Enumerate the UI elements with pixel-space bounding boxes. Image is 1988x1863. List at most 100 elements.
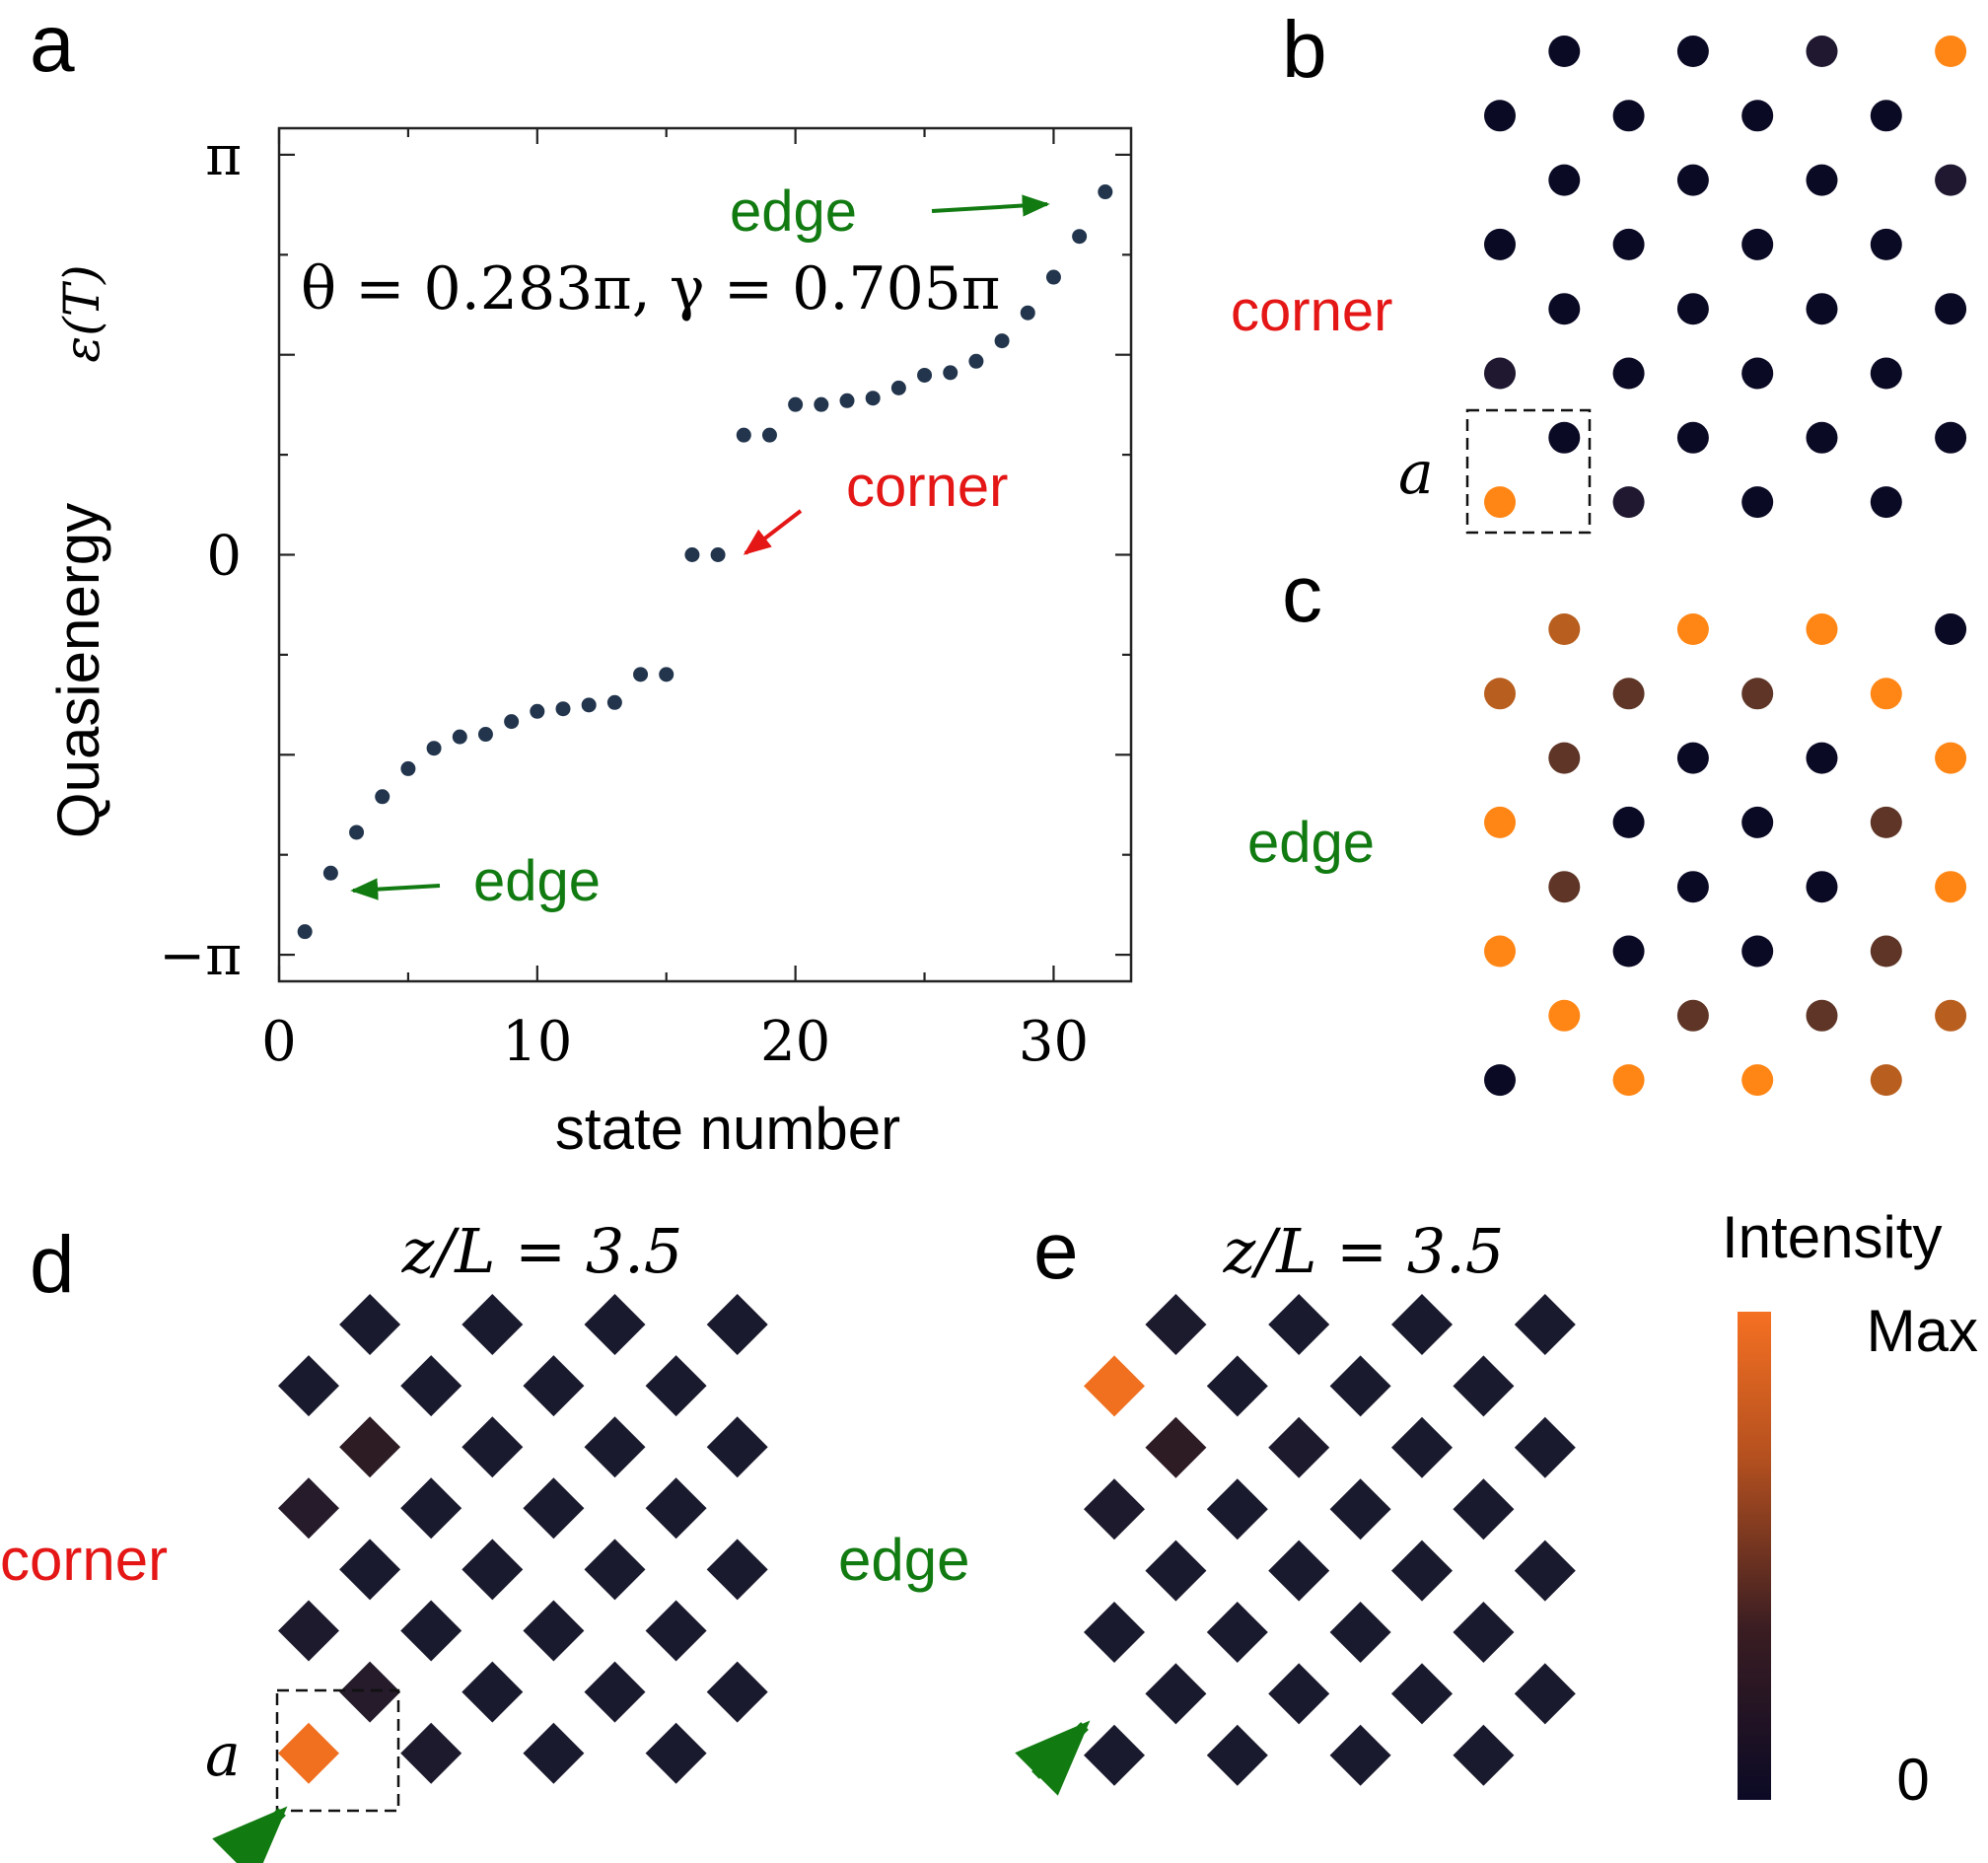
lattice-site [1548, 36, 1581, 67]
lattice-site [1329, 1602, 1391, 1663]
lattice-site [645, 1722, 707, 1784]
lattice-site [1453, 1724, 1515, 1786]
y-tick-label: π [205, 124, 242, 188]
lattice-site [1084, 1724, 1145, 1786]
lattice-site [1484, 678, 1516, 710]
lattice-site [1268, 1294, 1330, 1355]
lattice-site [1612, 1064, 1645, 1097]
lattice-site [1514, 1294, 1576, 1355]
lattice-site [1612, 357, 1645, 390]
lattice-site [1548, 293, 1581, 325]
lattice-site [1612, 806, 1645, 838]
data-point [839, 393, 855, 408]
lattice-site [1484, 935, 1516, 967]
panel-a: a 0 10 20 30 −π0π state number Quasienergy … [30, 0, 1133, 1162]
lattice-site [1453, 1355, 1515, 1417]
lattice-site [706, 1416, 768, 1478]
lattice-site [1676, 871, 1709, 903]
data-point [814, 396, 829, 412]
lattice-d-side-label: corner [0, 1527, 168, 1593]
lattice-site [584, 1539, 646, 1601]
lattice-site [1391, 1540, 1453, 1602]
lattice-site [584, 1661, 646, 1723]
lattice-site [1268, 1416, 1330, 1478]
lattice-site [645, 1355, 707, 1417]
lattice-site [400, 1600, 462, 1662]
lattice-site [1612, 228, 1645, 260]
lattice-site [1514, 1540, 1576, 1602]
lattice-site [278, 1600, 339, 1662]
lattice-site [645, 1477, 707, 1540]
lattice-site [1870, 486, 1902, 519]
panel-d: d z/L = 3.5 corner a [0, 1215, 768, 1863]
lattice-site [1741, 486, 1774, 519]
panel-c: c edge [1247, 549, 1967, 1097]
lattice-site [1935, 164, 1967, 196]
y-axis-ticks: −π 0 π [159, 124, 1131, 988]
lattice-site [523, 1600, 585, 1662]
data-point [1098, 184, 1113, 200]
data-point [504, 714, 520, 730]
lattice-site [1935, 36, 1967, 67]
lattice-site [1484, 100, 1516, 132]
lattice-site [1741, 935, 1774, 967]
colorbar-min-label: 0 [1896, 1747, 1929, 1813]
data-point [477, 727, 493, 743]
lattice-site [1806, 871, 1838, 903]
data-point [555, 701, 571, 717]
lattice-site [1935, 742, 1967, 774]
lattice-site [339, 1416, 401, 1478]
data-points [297, 184, 1113, 940]
edge-arrow-top [931, 194, 1050, 217]
data-point [994, 333, 1010, 349]
lattice-site [1676, 742, 1709, 774]
lattice-site [706, 1294, 768, 1355]
lattice-site [1935, 871, 1967, 903]
lattice-site [1806, 164, 1838, 196]
data-point [710, 547, 726, 562]
lattice-site [1548, 613, 1581, 645]
data-point [606, 694, 622, 710]
unit-cell-box-d [275, 1688, 400, 1813]
lattice-site [645, 1600, 707, 1662]
entry-arrow-e [1015, 1720, 1091, 1796]
lattice-site [462, 1539, 524, 1601]
lattice-site [1453, 1602, 1515, 1663]
lattice-c-sites [1484, 613, 1967, 1097]
panel-letter-d: d [30, 1220, 75, 1310]
lattice-site [1676, 293, 1709, 325]
lattice-site [706, 1539, 768, 1601]
lattice-site [1870, 678, 1902, 710]
lattice-site [1870, 806, 1902, 838]
lattice-site [1206, 1478, 1268, 1541]
lattice-site [339, 1661, 401, 1723]
data-point [1020, 305, 1035, 321]
lattice-site [278, 1477, 339, 1540]
x-tick-label: 20 [760, 1010, 830, 1074]
data-point [322, 865, 338, 881]
lattice-site [1484, 357, 1516, 390]
lattice-c-side-label: edge [1247, 811, 1375, 875]
data-point [890, 380, 906, 395]
lattice-site [1329, 1724, 1391, 1786]
lattice-site [1548, 871, 1581, 903]
lattice-site [1741, 806, 1774, 838]
lattice-site [278, 1355, 339, 1417]
panel-e-title: z/L = 3.5 [1223, 1215, 1505, 1287]
data-point [1072, 229, 1088, 245]
edge-arrow-bottom [350, 878, 441, 900]
lattice-site [1870, 1064, 1902, 1097]
lattice-site [1084, 1602, 1145, 1663]
y-axis-symbol: ε(T) [53, 264, 110, 362]
data-point [684, 547, 700, 562]
lattice-site [1806, 293, 1838, 325]
lattice-site [1935, 999, 1967, 1032]
data-point [349, 824, 365, 840]
colorbar-title: Intensity [1722, 1204, 1942, 1270]
lattice-site [1870, 935, 1902, 967]
lattice-site [1484, 228, 1516, 260]
edge-label-bottom: edge [473, 849, 601, 913]
lattice-site [1935, 613, 1967, 645]
data-point [865, 391, 881, 406]
lattice-site [1870, 357, 1902, 390]
